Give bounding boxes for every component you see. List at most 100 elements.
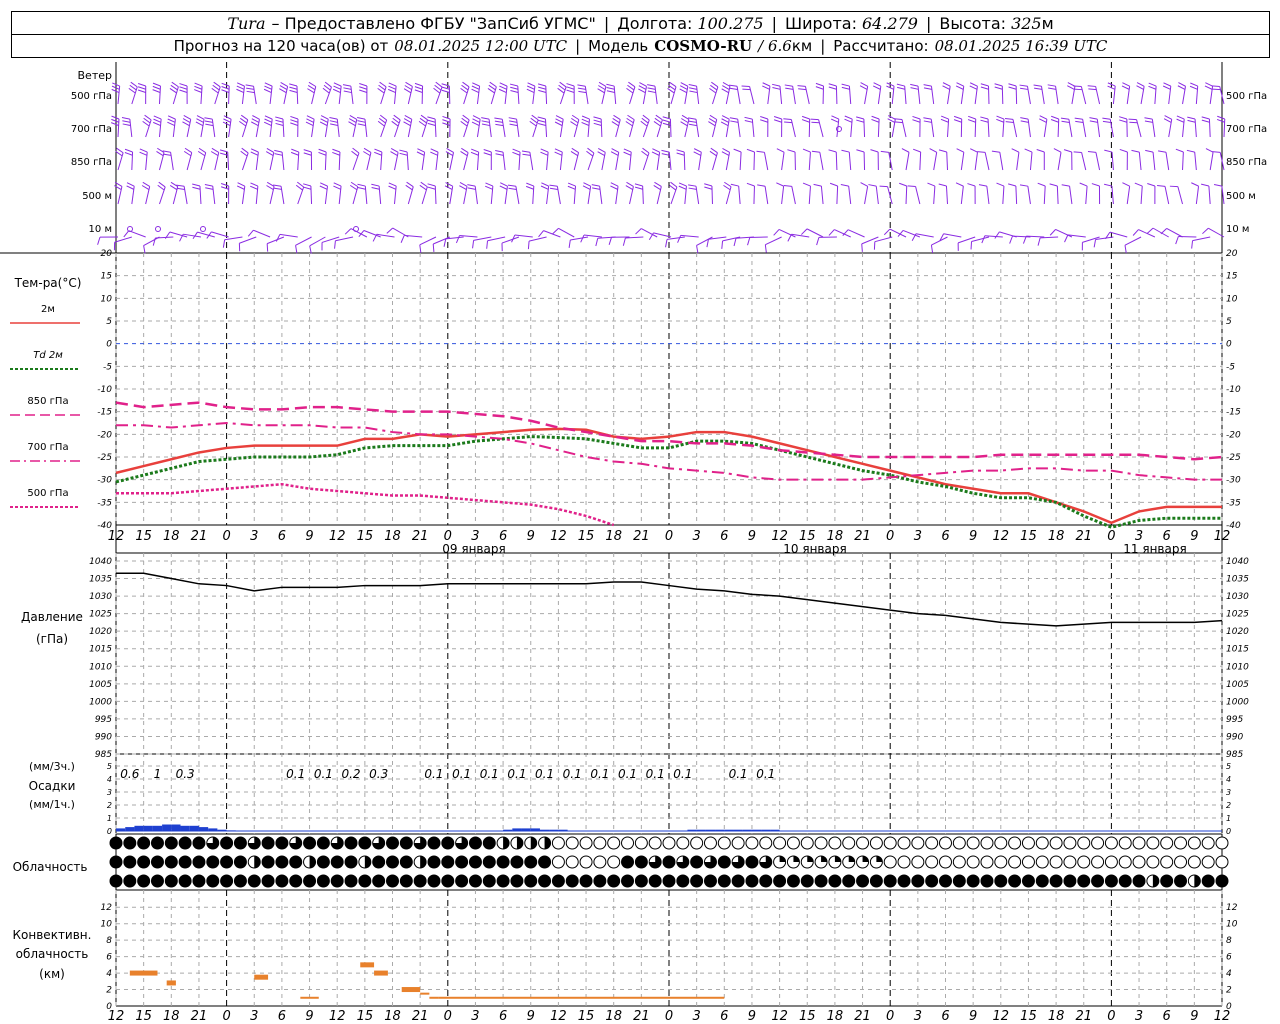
wind-barb-feather (537, 83, 546, 87)
wind-barb-feather (306, 115, 315, 120)
wind-barb (902, 229, 921, 238)
temp-ytick-right: -35 (1226, 498, 1241, 508)
cloudiness-layer (109, 836, 1229, 888)
cloud-symbol (814, 874, 828, 888)
wind-barb-feather (746, 148, 755, 153)
wind-barb-feather (1075, 120, 1084, 123)
time-tick-label: 3 (471, 529, 479, 544)
wind-barb-feather (350, 181, 359, 188)
wind-barb-feather (886, 85, 894, 90)
wind-barb-feather (841, 83, 850, 87)
wind-barb-feather (237, 182, 246, 187)
labels-layer: 1212151518182121003366991212151518182121… (10, 69, 1267, 1024)
wind-barb (666, 236, 685, 240)
cloud-symbol (233, 855, 247, 869)
wind-barb (183, 186, 188, 205)
wind-barb-feather (430, 151, 438, 156)
cloud-symbol (634, 874, 648, 888)
wind-barb (683, 151, 686, 171)
wind-barb (515, 186, 520, 205)
wind-barb-feather (246, 90, 255, 94)
wind-barb-feather (179, 86, 188, 90)
wind-barb-feather (143, 245, 146, 254)
wind-barb (169, 231, 188, 238)
wind-barb-feather (388, 82, 397, 87)
conv-bar (438, 996, 725, 999)
cloud-symbol (662, 836, 676, 850)
wind-barb-feather (1089, 117, 1098, 120)
wind-barb-feather (538, 89, 547, 93)
wind-barb-feather (679, 88, 687, 94)
wind-barb-feather (357, 116, 366, 120)
cloud-symbol (1063, 874, 1077, 888)
cloud-symbol (842, 836, 856, 850)
wind-barb-feather (708, 121, 716, 127)
wind-barb (986, 186, 990, 205)
wind-barb (310, 185, 313, 205)
pres-ytick-left: 1015 (89, 645, 112, 655)
wind-barb (570, 236, 589, 241)
wind-barb-feather (467, 187, 476, 190)
time-tick-label-bottom: 0 (886, 1009, 894, 1024)
precip-amount-label: 0.1 (480, 767, 499, 781)
time-tick-label: 6 (278, 529, 286, 544)
wind-barb-feather (332, 148, 341, 153)
model-label: Модель (588, 37, 649, 55)
wind-barb-feather (1212, 88, 1221, 91)
cloud-symbol (883, 836, 897, 850)
wind-barb (792, 86, 796, 105)
wind-barb-feather (639, 82, 647, 87)
cloud-sector (331, 837, 344, 849)
wind-barb-feather (733, 148, 742, 153)
precip-bar (162, 824, 172, 831)
wind-barb-feather (220, 186, 229, 190)
wind-barb-feather (176, 187, 185, 190)
wind-title: Ветер (78, 69, 112, 82)
cloud-sector (848, 856, 855, 862)
wind-barb (1012, 119, 1018, 138)
wind-barb-feather (498, 88, 507, 94)
time-tick-label-bottom: 18 (827, 1009, 844, 1024)
wind-barb-feather (430, 148, 439, 153)
time-tick-label: 21 (412, 529, 429, 544)
wind-barb-feather (1074, 88, 1083, 91)
time-tick-label: 12 (771, 529, 788, 544)
cloud-symbol (1049, 874, 1063, 888)
time-tick-label-bottom: 21 (191, 1009, 208, 1024)
wind-barb-feather (996, 118, 1004, 123)
wind-barb (1069, 186, 1073, 205)
wind-barb-feather (1037, 182, 1046, 187)
pres-ytick-right: 1015 (1226, 645, 1249, 655)
precip-amount-label: 0.1 (424, 767, 443, 781)
cloud-symbol (1174, 836, 1188, 850)
wind-barb (128, 230, 146, 238)
precip-bar (539, 829, 550, 831)
wind-barb-feather (762, 82, 771, 87)
cloud-symbol (759, 874, 773, 888)
wind-barb (1152, 152, 1156, 171)
time-tick-label-bottom: 3 (914, 1009, 922, 1024)
wind-barb-feather (417, 148, 425, 153)
wind-barb-feather (549, 187, 558, 190)
precip-amount-label: 0.3 (369, 767, 388, 781)
time-tick-label: 6 (499, 529, 507, 544)
wind-barb-feather (938, 149, 947, 153)
time-tick-label: 18 (163, 529, 180, 544)
wind-barb-feather (676, 152, 685, 156)
wind-barb-feather (349, 114, 358, 120)
wind-barb-feather (894, 121, 903, 124)
cloud-sector (1194, 875, 1201, 887)
wind-barb-feather (773, 119, 782, 123)
pres-ytick-right: 1010 (1226, 662, 1249, 672)
cloud-symbol (800, 874, 814, 888)
wind-barb-feather (798, 88, 807, 91)
wind-barb-feather (1067, 85, 1075, 90)
wind-barb-feather (250, 182, 259, 187)
wind-barb-feather (860, 182, 868, 187)
cloud-symbol (980, 836, 994, 850)
wind-barb-feather (688, 117, 697, 120)
time-tick-label-bottom: 15 (357, 1009, 374, 1024)
wind-barb-feather (460, 150, 468, 157)
wind-barb (1194, 119, 1197, 138)
cloud-symbol (1091, 874, 1105, 888)
